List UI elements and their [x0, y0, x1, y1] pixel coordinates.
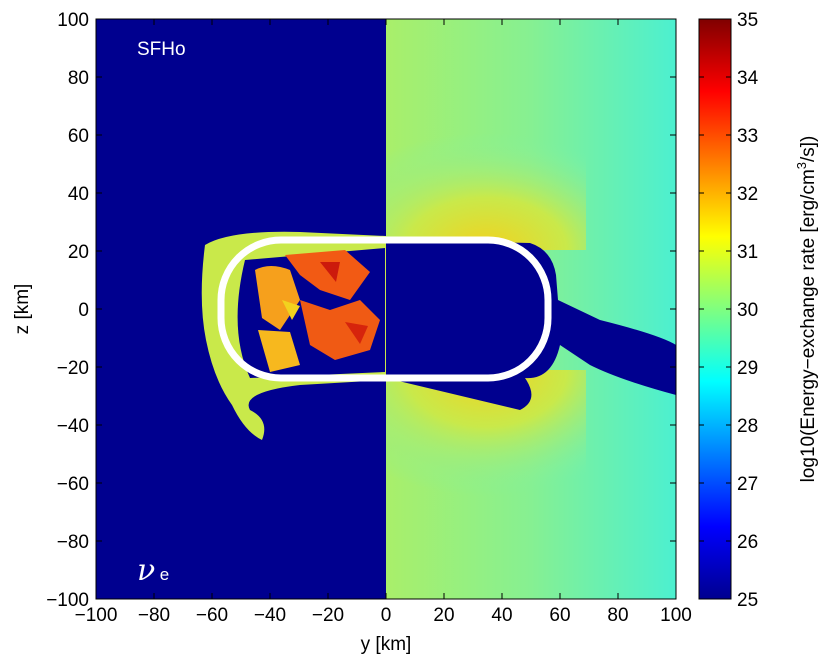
colorbar-tick-label: 25 [737, 590, 758, 611]
y-tick-label: −20 [57, 358, 89, 379]
x-axis-label: y [km] [361, 634, 412, 655]
model-label: SFHo [137, 39, 186, 60]
x-tick-label: 0 [381, 605, 392, 626]
colorbar [698, 18, 732, 600]
colorbar-tick-label: 33 [737, 126, 758, 147]
colorbar-label: log10(Energy−exchange rate [erg/cm3/s]) [794, 136, 819, 483]
x-tick-label: 80 [607, 605, 628, 626]
x-tick-label: 20 [433, 605, 454, 626]
x-tick-label: −80 [138, 605, 170, 626]
colorbar-ticks: 35 34 33 32 31 30 29 28 27 26 25 [699, 10, 759, 611]
colorbar-tick-label: 32 [737, 184, 758, 205]
species-symbol: ν [137, 553, 155, 588]
colorbar-tick-label: 27 [737, 474, 758, 495]
x-tick-label: 100 [660, 605, 692, 626]
y-axis-label: z [km] [12, 284, 33, 335]
white-contour [217, 236, 552, 382]
y-tick-label: 80 [68, 68, 89, 89]
y-tick-label: −100 [46, 590, 89, 611]
right-top-glow [386, 120, 586, 250]
left-hot-spots [237, 248, 385, 378]
y-tick-label: 20 [68, 242, 89, 263]
species-label: ν e [137, 553, 169, 588]
colorbar-tick-label: 34 [737, 68, 759, 89]
x-tick-label: 60 [549, 605, 570, 626]
colorbar-tick-label: 26 [737, 532, 758, 553]
colorbar-tick-label: 28 [737, 416, 758, 437]
y-tick-label: −40 [57, 416, 89, 437]
heatmap-area [96, 19, 676, 599]
colorbar-tick-label: 29 [737, 358, 758, 379]
y-tick-label: 100 [57, 10, 89, 31]
y-tick-label: 60 [68, 126, 89, 147]
x-tick-label: −100 [75, 605, 118, 626]
x-tick-label: −20 [312, 605, 344, 626]
x-tick-label: −60 [196, 605, 228, 626]
x-tick-label: −40 [254, 605, 286, 626]
colorbar-tick-label: 30 [737, 300, 758, 321]
y-tick-label: 0 [78, 300, 89, 321]
x-axis-ticks: −100 −80 −60 −40 −20 0 20 40 60 80 100 [75, 19, 692, 626]
x-tick-label: 40 [491, 605, 512, 626]
right-dark-interior [386, 240, 676, 410]
colorbar-tick-label: 31 [737, 242, 758, 263]
y-tick-label: 40 [68, 184, 89, 205]
colorbar-tick-label: 35 [737, 10, 758, 31]
y-axis-ticks: 100 80 60 40 20 0 −20 −40 −60 −80 −100 [46, 10, 676, 611]
y-tick-label: −80 [57, 532, 89, 553]
species-subscript: e [160, 565, 169, 584]
y-tick-label: −60 [57, 474, 89, 495]
